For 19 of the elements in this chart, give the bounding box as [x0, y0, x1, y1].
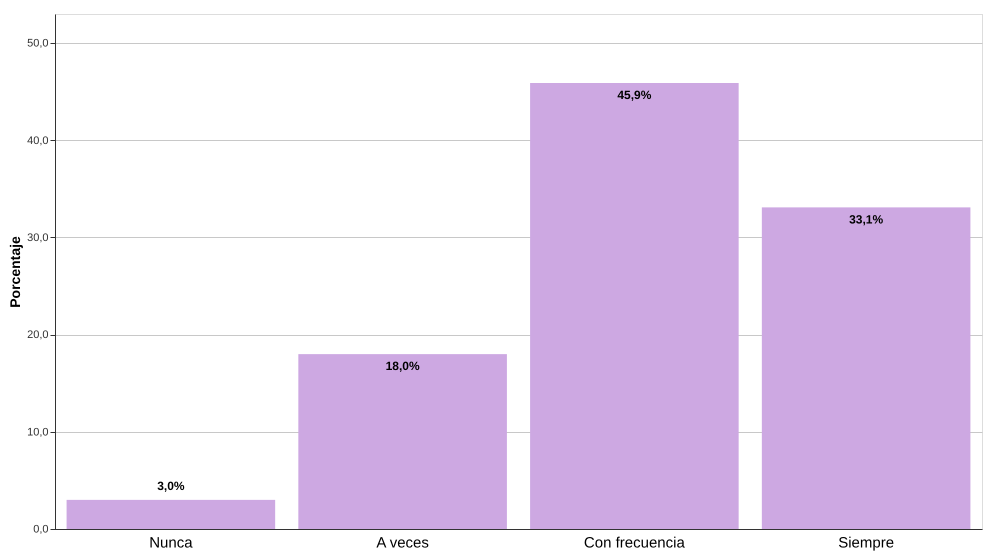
x-tick-label: Con frecuencia — [584, 534, 686, 552]
x-tick-label: Nunca — [149, 534, 194, 552]
bar — [530, 82, 739, 529]
y-tick-label: 30,0 — [27, 232, 48, 244]
x-tick-label: A veces — [376, 534, 429, 552]
data-label: 33,1% — [849, 212, 884, 226]
y-tick-label: 40,0 — [27, 134, 48, 147]
y-tick-label: 50,0 — [27, 38, 48, 50]
bar — [66, 500, 276, 529]
y-axis-title: Porcentaje — [7, 236, 24, 308]
y-tick-label: 0,0 — [33, 524, 48, 536]
bar — [762, 207, 970, 529]
y-tick-label: 10,0 — [27, 426, 48, 438]
data-label: 45,9% — [617, 88, 652, 102]
bar — [298, 354, 507, 529]
data-label: 3,0% — [157, 478, 185, 493]
data-label: 18,0% — [386, 359, 420, 374]
y-tick-label: 20,0 — [27, 329, 48, 342]
x-tick-label: Siempre — [838, 534, 894, 552]
